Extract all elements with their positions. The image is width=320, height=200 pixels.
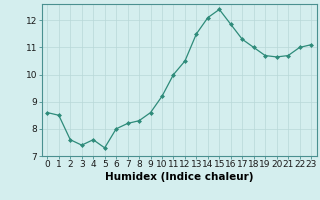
X-axis label: Humidex (Indice chaleur): Humidex (Indice chaleur) — [105, 172, 253, 182]
